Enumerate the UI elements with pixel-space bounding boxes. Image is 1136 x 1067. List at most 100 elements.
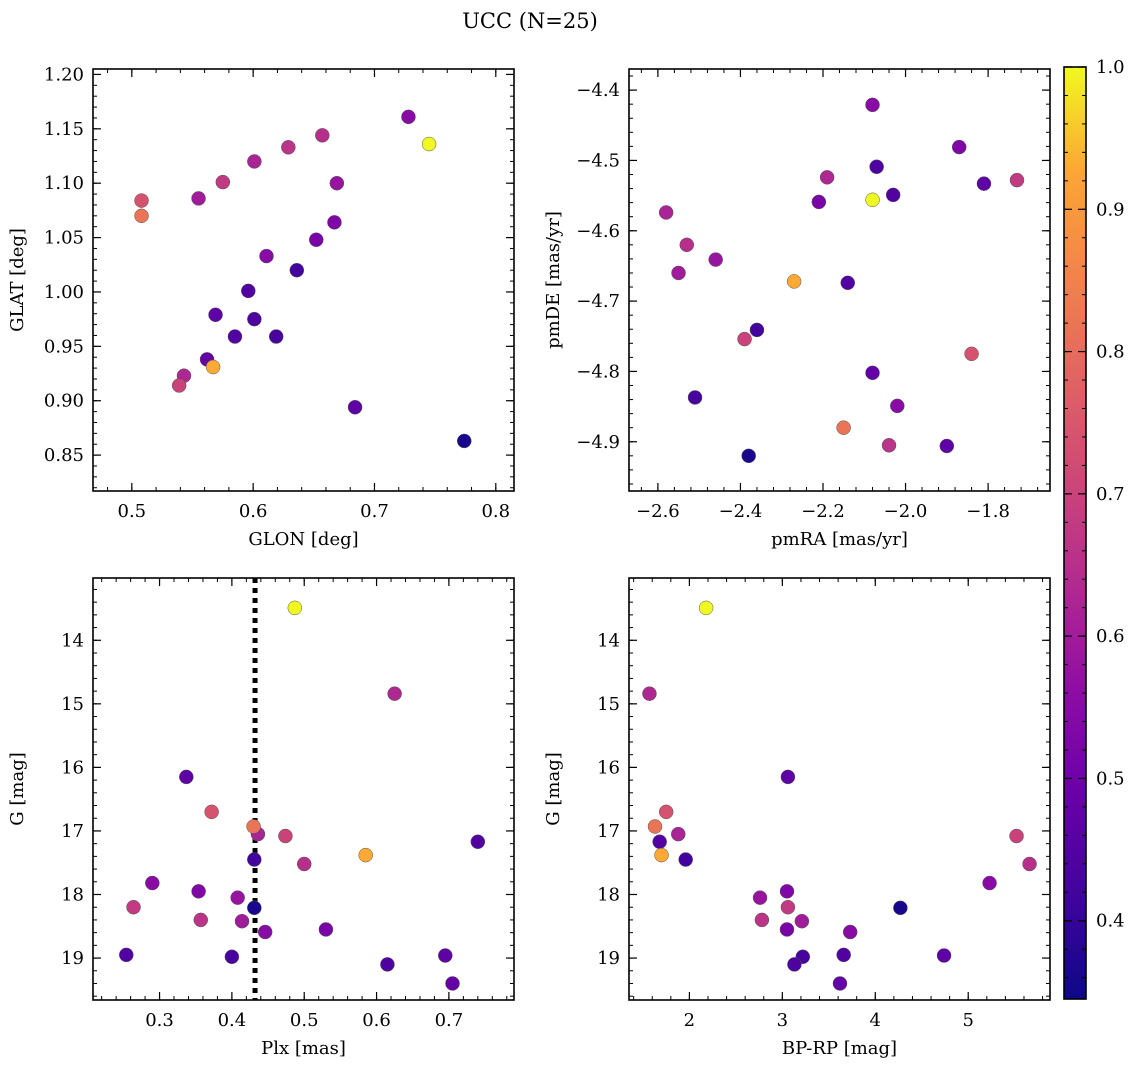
scatter-point — [347, 400, 363, 415]
colorbar-gradient — [1064, 67, 1086, 999]
y-axis-label: GLAT [deg] — [7, 228, 28, 332]
scatter-point — [457, 433, 472, 449]
scatter-point — [881, 438, 897, 453]
scatter-point — [268, 329, 284, 344]
scatter-point — [890, 398, 905, 414]
scatter-point — [246, 819, 261, 834]
scatter-point — [204, 804, 219, 820]
scatter-point — [445, 976, 460, 991]
scatter-point — [289, 262, 305, 278]
scatter-point — [247, 900, 262, 916]
x-tick-label: −2.6 — [636, 501, 680, 522]
panel-plx-g: 0.3 0.4 0.5 0.6 0.7 14 15 16 17 18 19 Plx [mas] G [m… — [7, 577, 515, 1059]
scatter-point — [126, 899, 141, 915]
y-tick-label: 15 — [61, 694, 84, 715]
x-tick-label: 0.6 — [362, 1010, 391, 1031]
x-tick-label: 5 — [962, 1010, 973, 1031]
scatter-point — [642, 686, 657, 701]
scatter-point — [832, 976, 848, 991]
figure-title: UCC (N=25) — [462, 9, 598, 33]
y-tick-label: 17 — [597, 821, 620, 842]
y-tick-label: 1.00 — [44, 282, 84, 303]
y-tick-label: −4.6 — [576, 221, 620, 242]
x-tick-label: −2.0 — [884, 501, 928, 522]
scatter-point — [296, 856, 312, 872]
scatter-point — [787, 957, 802, 972]
scatter-point — [752, 890, 768, 905]
y-tick-label: 16 — [597, 757, 620, 778]
y-tick-label: −4.4 — [576, 80, 620, 101]
y-tick-label: 0.95 — [44, 336, 84, 357]
scatter-point — [281, 140, 296, 155]
x-tick-label: −1.8 — [966, 501, 1010, 522]
scatter-point — [421, 136, 437, 152]
scatter-point — [869, 159, 884, 175]
scatter-point — [647, 819, 663, 834]
scatter-point — [193, 912, 209, 928]
x-tick-label: 0.5 — [290, 1010, 319, 1031]
scatter-point — [438, 948, 453, 963]
colorbar-tick-label: 0.9 — [1096, 199, 1125, 220]
scatter-point — [779, 884, 795, 899]
y-axis-label: pmDE [mas/yr] — [543, 211, 564, 349]
scatter-point — [678, 852, 693, 867]
scatter-point — [308, 232, 324, 248]
scatter-point — [179, 769, 194, 785]
y-axis-label: G [mag] — [543, 752, 564, 825]
y-tick-label: −4.5 — [576, 150, 620, 171]
scatter-point — [708, 252, 723, 267]
y-tick-label: 18 — [61, 885, 84, 906]
colorbar-tick-label: 0.6 — [1096, 626, 1125, 647]
x-tick-label: 3 — [777, 1010, 788, 1031]
scatter-point — [259, 248, 274, 264]
y-tick-label: 1.20 — [44, 64, 84, 85]
y-tick-label: 17 — [61, 821, 84, 842]
scatter-point — [191, 884, 206, 899]
y-tick-label: 14 — [61, 630, 84, 651]
axes-frame — [92, 577, 515, 1001]
y-tick-label: 15 — [597, 694, 620, 715]
scatter-point — [658, 804, 674, 820]
scatter-point — [387, 686, 402, 701]
scatter-point — [737, 331, 752, 347]
scatter-point — [865, 365, 880, 381]
y-tick-label: 19 — [61, 948, 84, 969]
scatter-point — [687, 390, 703, 405]
scatter-point — [698, 600, 714, 616]
scatter-point — [119, 947, 134, 963]
scatter-point — [780, 899, 796, 915]
y-tick-label: 14 — [597, 630, 620, 651]
scatter-point — [247, 852, 262, 867]
scatter-point — [380, 957, 395, 972]
scatter-point — [786, 274, 802, 289]
scatter-point — [1022, 856, 1037, 872]
y-axis-label: G [mag] — [7, 752, 28, 825]
scatter-point — [1009, 172, 1025, 188]
scatter-point — [327, 215, 342, 230]
scatter-point — [671, 826, 686, 842]
scatter-point — [939, 438, 955, 454]
x-tick-label: −2.2 — [801, 501, 845, 522]
y-tick-label: 1.15 — [44, 119, 84, 140]
scatter-point — [679, 237, 695, 253]
scatter-point — [1009, 828, 1024, 844]
scatter-point — [318, 922, 334, 937]
x-axis-label: Plx [mas] — [261, 1038, 346, 1059]
scatter-point — [134, 193, 149, 208]
scatter-point — [227, 329, 243, 344]
scatter-point — [779, 922, 795, 937]
axes-frame — [628, 577, 1051, 1001]
scatter-point — [840, 275, 856, 291]
panel-pmra-pmde: −2.6 −2.4 −2.2 −2.0 −1.8 −4.4 −4.5 −4.6 −4.7 −4.8… — [543, 68, 1051, 550]
scatter-point — [230, 890, 245, 905]
x-axis-label: pmRA [mas/yr] — [771, 529, 908, 550]
scatter-point — [208, 307, 223, 323]
colorbar-frame — [1063, 66, 1087, 1000]
scatter-point — [982, 875, 997, 891]
scatter-point — [358, 847, 373, 863]
scatter-point — [134, 208, 149, 224]
scatter-point — [470, 834, 486, 849]
scatter-point — [865, 192, 880, 208]
colorbar-tick-label: 0.8 — [1096, 342, 1125, 363]
